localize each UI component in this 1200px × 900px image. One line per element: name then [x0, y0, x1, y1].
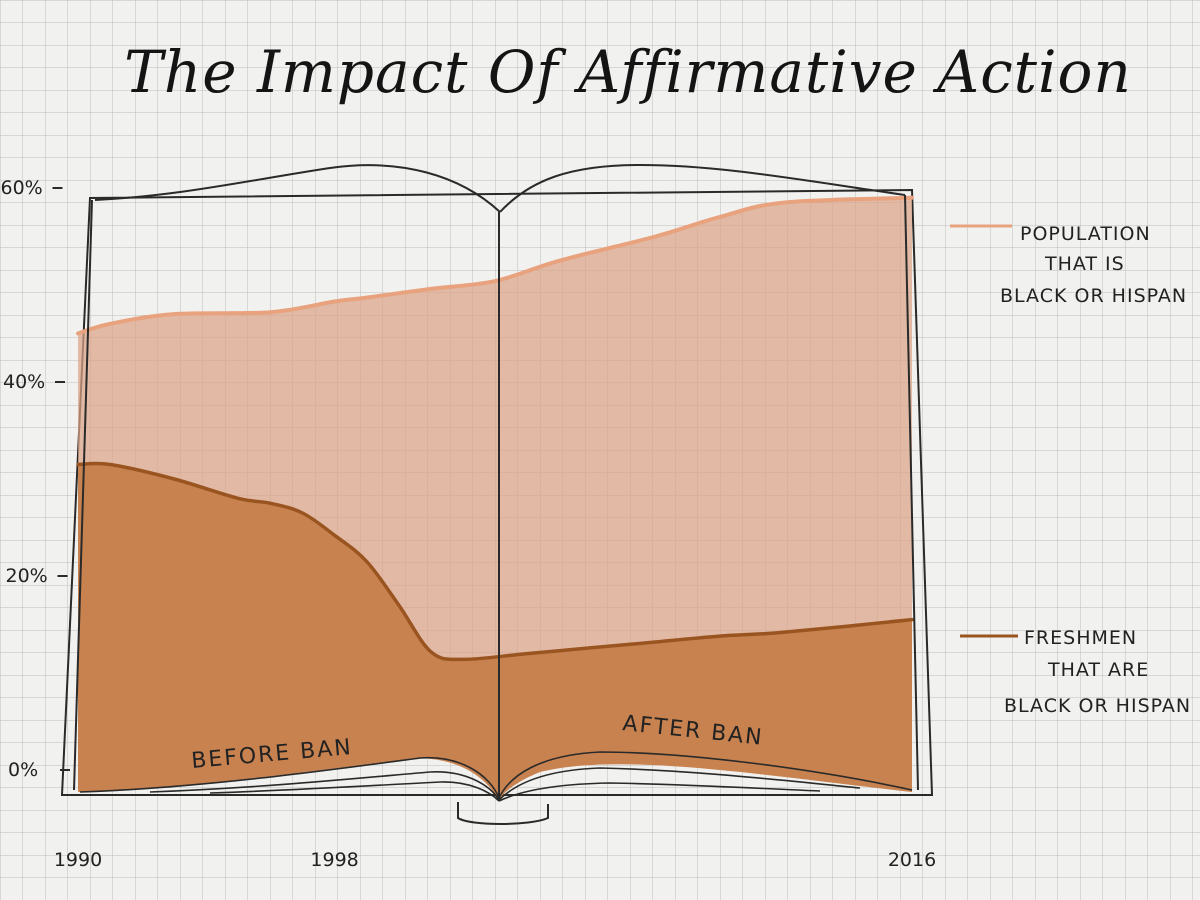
- x-tick-label-2: 2016: [888, 849, 936, 871]
- book-spine-bottom: [457, 802, 549, 825]
- legend: POPULATION THAT IS BLACK OR HISPAN FRESH…: [950, 223, 1191, 717]
- y-tick-label-3: 60%: [1, 177, 43, 199]
- book-left-page-edge: [94, 164, 501, 213]
- line-population: [76, 195, 914, 336]
- legend-label-population-line-3: BLACK OR HISPAN: [1000, 285, 1187, 307]
- x-axis-ticks: 1990 1998 2016: [54, 849, 936, 871]
- x-tick-label-0: 1990: [54, 849, 102, 871]
- x-tick-label-1: 1998: [310, 849, 358, 871]
- y-tick-label-1: 20%: [6, 565, 48, 587]
- legend-label-population-line-2: THAT IS: [1044, 253, 1125, 275]
- legend-label-freshmen-line-2: THAT ARE: [1047, 659, 1149, 681]
- book-right-page-edge: [499, 163, 906, 213]
- book-right-page-side: [904, 194, 919, 791]
- y-tick-label-2: 40%: [3, 371, 45, 393]
- chart-title: The Impact Of Affirmative Action: [124, 38, 1132, 106]
- line-freshmen: [76, 461, 914, 662]
- y-tick-label-0: 0%: [8, 759, 38, 781]
- legend-label-freshmen-line-1: FRESHMEN: [1024, 627, 1137, 649]
- legend-label-freshmen-line-3: BLACK OR HISPAN: [1004, 695, 1191, 717]
- area-freshmen: [78, 463, 912, 800]
- legend-label-population-line-1: POPULATION: [1020, 223, 1151, 245]
- y-axis-ticks: 0% 20% 40% 60%: [1, 177, 70, 781]
- book-page-stack: [79, 751, 913, 802]
- book-left-page-side: [73, 199, 93, 791]
